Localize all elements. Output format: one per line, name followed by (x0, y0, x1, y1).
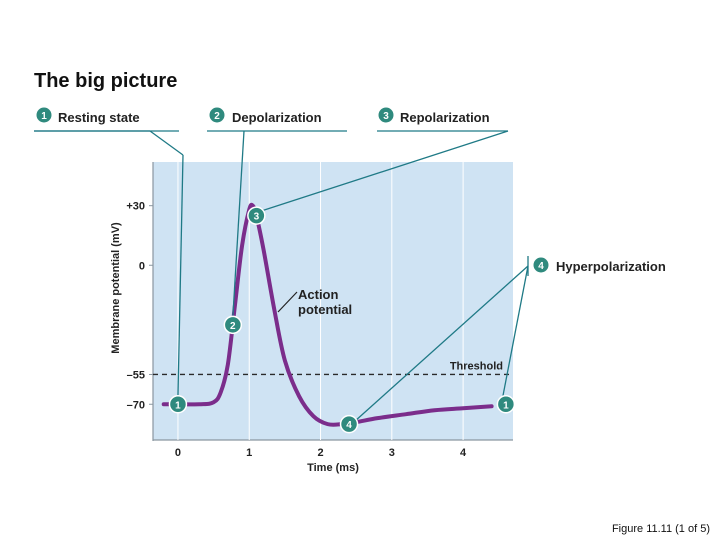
phase-marker-circle (247, 206, 266, 225)
action-potential-label-line2: potential (298, 302, 352, 317)
action-potential-curve (161, 202, 494, 427)
phase-name: Depolarization (232, 110, 322, 125)
callout-line (149, 130, 184, 156)
x-tick-label: 2 (317, 447, 323, 459)
x-axis-title: Time (ms) (307, 462, 359, 474)
phase-marker-number: 1 (503, 400, 509, 411)
y-tick-label: 0 (139, 260, 145, 272)
phase-label-3: 3 Repolarization (377, 106, 508, 132)
phase-number-badge (377, 106, 395, 124)
callout-line-repolarization (262, 130, 509, 212)
phase-marker-number: 4 (346, 420, 352, 431)
phase-marker-circle (339, 414, 359, 434)
phase-number: 1 (41, 111, 47, 122)
x-tick-label: 0 (175, 447, 181, 459)
callout-line-hyperpolarization (355, 265, 529, 421)
phase-marker-1: 1 (496, 395, 516, 414)
phase-number: 2 (214, 111, 220, 122)
x-tick-label: 4 (460, 447, 467, 459)
phase-label-2: 2 Depolarization (207, 106, 347, 132)
phase-name: Hyperpolarization (556, 259, 666, 274)
phase-name: Resting state (58, 110, 140, 125)
phase-name: Repolarization (400, 110, 490, 125)
plot-area (153, 162, 513, 440)
callout-line-depolarization (232, 130, 245, 317)
figure-caption: Figure 11.11 (1 of 5) (611, 523, 710, 535)
phase-number-badge (208, 106, 226, 124)
phase-marker-3: 3 (247, 206, 266, 225)
phase-marker-circle (223, 315, 243, 335)
phase-marker-number: 3 (254, 212, 260, 223)
phase-marker-circle (496, 395, 516, 414)
action-potential-pointer (277, 291, 298, 313)
action-potential-label-line1: Action (298, 287, 339, 302)
x-tick-label: 1 (246, 447, 252, 459)
phase-marker-number: 2 (230, 321, 236, 332)
threshold-label: Threshold (450, 360, 503, 372)
phase-number-badge (532, 256, 550, 274)
phase-number: 3 (383, 111, 389, 122)
phase-marker-number: 1 (175, 400, 181, 411)
phase-number: 4 (538, 261, 544, 272)
phase-marker-4: 4 (339, 414, 359, 434)
figure-title: The big picture (34, 70, 178, 92)
y-axis-title: Membrane potential (mV) (110, 222, 122, 354)
y-tick-label: +30 (126, 201, 145, 213)
phase-marker-1: 1 (168, 395, 188, 414)
phase-number-badge (35, 106, 53, 124)
phase-label-4: 4 Hyperpolarization (527, 256, 666, 276)
y-tick-label: –55 (127, 369, 145, 381)
callout-line-resting (177, 154, 184, 397)
phase-marker-circle (168, 395, 188, 414)
phase-marker-2: 2 (223, 315, 243, 335)
phase-label-1: 1 Resting state (34, 106, 179, 132)
y-tick-label: –70 (127, 399, 145, 411)
x-tick-label: 3 (389, 447, 395, 459)
callout-line-resting-end (502, 265, 529, 397)
